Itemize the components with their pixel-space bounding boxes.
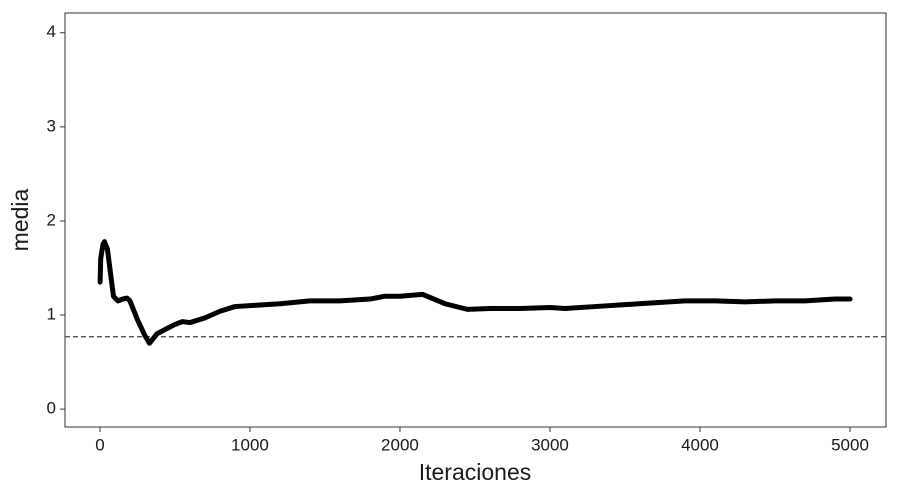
x-tick-label: 3000	[531, 435, 569, 454]
x-tick-label: 0	[95, 435, 104, 454]
y-axis-title: media	[7, 188, 33, 251]
x-tick-label: 1000	[231, 435, 269, 454]
x-tick-label: 4000	[681, 435, 719, 454]
y-tick-label: 2	[47, 210, 56, 229]
x-tick-label: 5000	[831, 435, 869, 454]
x-tick-label: 2000	[381, 435, 419, 454]
y-tick-label: 1	[47, 305, 56, 324]
y-tick-label: 3	[47, 116, 56, 135]
series-line	[97, 239, 853, 346]
y-tick-label: 0	[47, 399, 56, 418]
x-axis-title: Iteraciones	[419, 459, 532, 485]
plot-frame	[64, 12, 887, 428]
y-tick-label: 4	[47, 22, 56, 41]
